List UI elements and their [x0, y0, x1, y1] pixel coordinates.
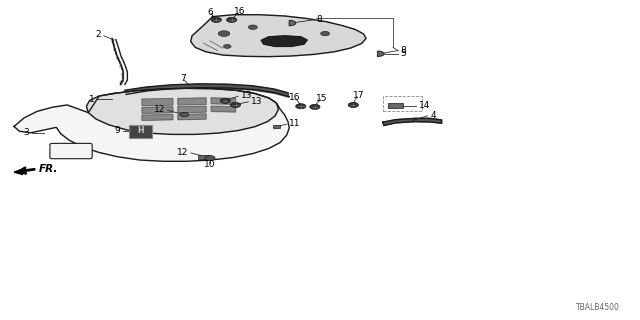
Text: 6: 6	[207, 8, 212, 17]
Polygon shape	[191, 15, 366, 57]
Circle shape	[211, 17, 221, 22]
Polygon shape	[14, 168, 24, 174]
Text: 13: 13	[251, 97, 262, 106]
Text: 4: 4	[430, 111, 436, 120]
Circle shape	[220, 98, 230, 103]
Circle shape	[218, 31, 230, 36]
Circle shape	[227, 17, 237, 22]
Circle shape	[223, 44, 231, 48]
Text: 2: 2	[95, 30, 101, 39]
Polygon shape	[142, 107, 173, 113]
Polygon shape	[14, 88, 289, 161]
Text: 1: 1	[89, 95, 95, 104]
Text: 17: 17	[353, 91, 364, 100]
Polygon shape	[383, 118, 442, 125]
FancyBboxPatch shape	[198, 155, 209, 159]
Circle shape	[205, 156, 215, 161]
FancyBboxPatch shape	[388, 103, 403, 108]
Text: 7: 7	[180, 74, 186, 83]
FancyBboxPatch shape	[273, 125, 280, 128]
Text: 15: 15	[316, 94, 327, 103]
Circle shape	[296, 104, 306, 109]
Polygon shape	[178, 114, 206, 120]
Circle shape	[348, 102, 358, 108]
Text: H: H	[138, 126, 144, 135]
Polygon shape	[211, 98, 236, 104]
FancyBboxPatch shape	[50, 143, 92, 159]
Text: 11: 11	[289, 119, 301, 128]
Circle shape	[310, 104, 320, 109]
FancyBboxPatch shape	[129, 125, 152, 138]
Text: FR.: FR.	[38, 164, 58, 174]
Text: 5: 5	[401, 49, 406, 58]
Text: 8: 8	[401, 46, 406, 55]
Polygon shape	[178, 98, 206, 105]
Text: 14: 14	[419, 101, 430, 110]
Circle shape	[321, 31, 330, 36]
Circle shape	[180, 112, 189, 117]
Polygon shape	[211, 106, 236, 112]
Text: 3: 3	[24, 128, 29, 137]
Polygon shape	[378, 51, 384, 56]
Text: 16: 16	[289, 93, 300, 102]
Polygon shape	[178, 106, 206, 113]
Polygon shape	[142, 99, 173, 106]
Text: 13: 13	[241, 91, 252, 100]
Text: 10: 10	[204, 160, 216, 169]
Text: 8: 8	[316, 15, 322, 24]
Text: 12: 12	[177, 148, 188, 157]
Text: 12: 12	[154, 105, 165, 114]
Text: 16: 16	[234, 7, 245, 16]
Circle shape	[248, 25, 257, 29]
Polygon shape	[261, 36, 307, 46]
Polygon shape	[86, 88, 278, 134]
Text: TBALB4500: TBALB4500	[575, 303, 620, 312]
Circle shape	[230, 102, 241, 108]
Polygon shape	[142, 115, 173, 120]
Text: 9: 9	[115, 126, 120, 135]
Polygon shape	[289, 20, 296, 26]
